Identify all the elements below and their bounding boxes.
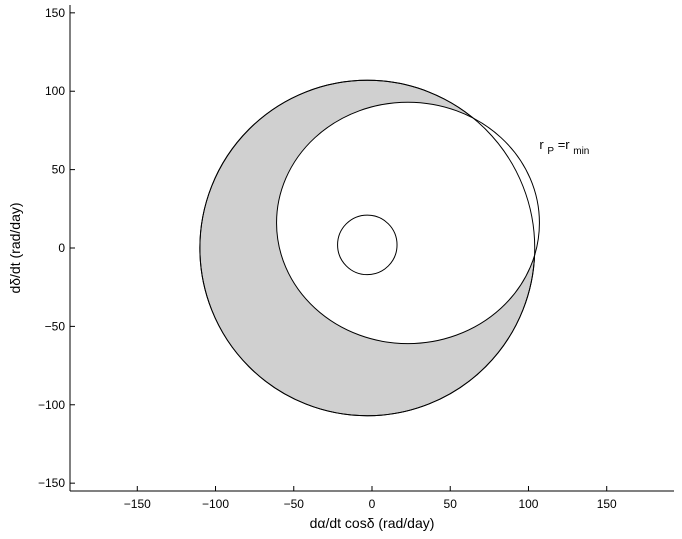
annotation-eq-r: =r xyxy=(558,137,571,152)
x-tick-label: −100 xyxy=(202,497,229,511)
y-tick-label: 50 xyxy=(52,163,66,177)
x-tick-label: −150 xyxy=(124,497,151,511)
y-tick-label: −100 xyxy=(38,398,65,412)
annotation-r: r xyxy=(539,137,544,152)
x-axis-title: dα/dt cosδ (rad/day) xyxy=(310,515,435,531)
y-tick-label: 100 xyxy=(45,84,65,98)
annotation-sub-min: min xyxy=(573,146,589,157)
y-tick-label: −150 xyxy=(38,476,65,490)
x-tick-label: 100 xyxy=(518,497,538,511)
inner-circle xyxy=(337,214,398,276)
x-ticks: −150 −100 −50 0 50 100 150 xyxy=(124,486,617,511)
y-tick-label: 150 xyxy=(45,6,65,20)
x-tick-label: −50 xyxy=(284,497,305,511)
x-tick-label: 150 xyxy=(597,497,617,511)
rp-rmin-ellipse xyxy=(276,101,540,345)
chart-shapes xyxy=(199,79,540,417)
x-tick-label: 0 xyxy=(369,497,376,511)
y-axis-title: dδ/dt (rad/day) xyxy=(7,202,23,293)
annotation-sub-p: P xyxy=(547,146,554,157)
y-tick-label: 0 xyxy=(58,241,65,255)
annotation-rp-rmin: r P =r min xyxy=(539,137,589,157)
y-ticks: −150 −100 −50 0 50 100 150 xyxy=(38,6,75,490)
x-tick-label: 50 xyxy=(444,497,458,511)
outer-circle-outline xyxy=(199,79,536,417)
y-tick-label: −50 xyxy=(45,319,66,333)
